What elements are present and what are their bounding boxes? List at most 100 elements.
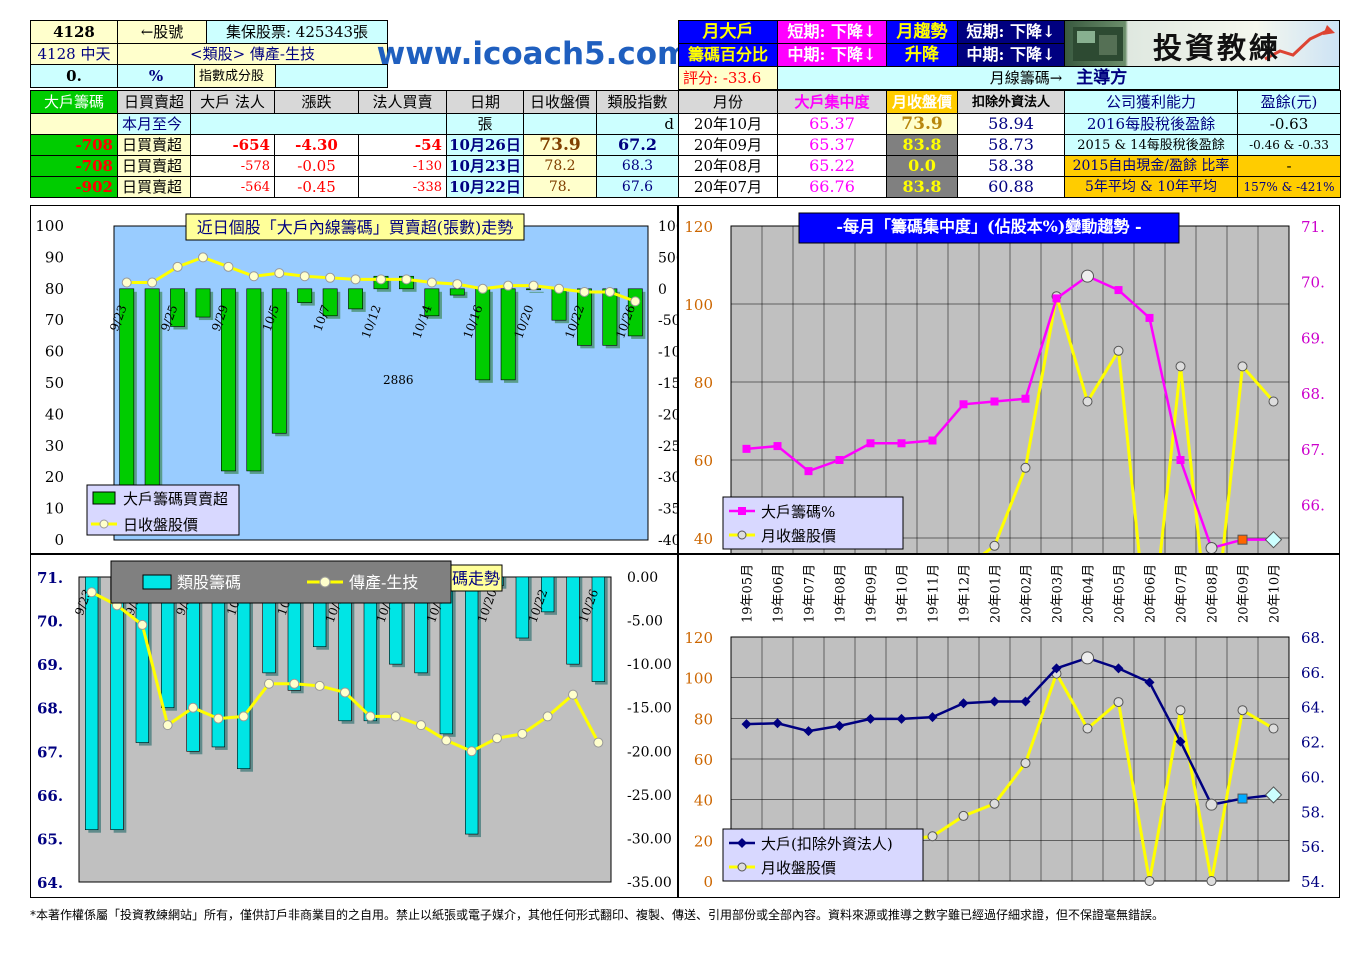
left-tick-label: 30 <box>45 437 64 455</box>
right-tick-label: -2500 <box>658 439 678 455</box>
row-big-holder: -902 <box>30 176 118 198</box>
table-header-4: 法人買賣 <box>358 90 447 114</box>
right-tick-label: 66. <box>1301 497 1325 515</box>
left-tick-label: 20 <box>45 468 64 486</box>
price-point <box>554 283 564 294</box>
left-tick-label: 120 <box>684 218 713 236</box>
x-tick-label: 20年06月 <box>1144 564 1159 623</box>
bar <box>348 288 363 310</box>
price-point <box>1237 361 1248 372</box>
legend-swatch-dot <box>319 576 331 588</box>
bar <box>297 288 313 303</box>
x-tick-label: 19年07月 <box>803 564 818 623</box>
left-tick-label: 70. <box>37 613 63 631</box>
bar <box>541 576 555 613</box>
x-tick-label: 19年08月 <box>834 564 849 623</box>
bar <box>246 288 262 472</box>
left-tick-label: 40 <box>694 530 713 548</box>
monthly-month: 20年09月 <box>678 134 778 156</box>
row-index: 68.3 <box>596 155 679 177</box>
unit-lots: 張 <box>446 113 524 135</box>
index-point <box>264 678 274 689</box>
bar <box>271 288 287 434</box>
price-point <box>147 277 158 288</box>
row-big-holder: -708 <box>30 134 118 156</box>
right-tick-label: -30.00 <box>627 831 672 847</box>
leading-side: 主導方 <box>1076 67 1128 88</box>
holder-point <box>773 442 782 451</box>
right-tick-label: -35.00 <box>627 875 672 891</box>
index-point <box>517 728 528 739</box>
left-tick-label: 120 <box>684 629 713 647</box>
stock-code: 4128 <box>30 20 118 44</box>
bar <box>170 288 185 327</box>
index-point <box>213 713 224 724</box>
left-tick-label: 100 <box>684 670 713 688</box>
month-big-sub: 籌碼百分比 <box>678 43 778 67</box>
legend-label: 傳產-生技 <box>349 573 418 592</box>
price-point <box>579 286 590 297</box>
price-point <box>172 261 183 272</box>
holder-point <box>928 436 937 445</box>
right-tick-label: -3500 <box>658 502 678 518</box>
price-point <box>1175 705 1186 716</box>
row-inst: -54 <box>358 134 447 156</box>
index-component: 指數成分股 <box>194 64 276 88</box>
row-inst: -130 <box>358 155 447 177</box>
right-tick-label: 60. <box>1301 768 1325 786</box>
monthly-header-2: 月收盤價 <box>886 90 958 114</box>
table-header-6: 日收盤價 <box>523 90 597 114</box>
right-tick-label: -10.00 <box>627 657 672 673</box>
x-tick-label: 20年05月 <box>1113 564 1128 623</box>
annotation-label: 2886 <box>383 373 414 387</box>
monthly-close: 73.9 <box>886 113 958 135</box>
row-change: -0.05 <box>274 155 359 177</box>
right-tick-label: 71. <box>1301 218 1325 236</box>
right-tick-label: -5.00 <box>627 614 663 630</box>
right-tick-label: -3000 <box>658 470 678 486</box>
monthly-value: - <box>1237 155 1341 177</box>
chart-title: 近日個股「大戶內線籌碼」買賣超(張數)走勢 <box>197 218 514 237</box>
table-header-5: 日期 <box>446 90 524 114</box>
chart-title: -每月「籌碼集中度」(佔股本%)變動趨勢 - <box>836 217 1141 236</box>
code-arrow: ←股號 <box>117 20 207 44</box>
left-tick-label: 60 <box>45 343 64 361</box>
holder-point <box>1114 286 1123 295</box>
x-tick-label: 20年04月 <box>1082 564 1097 623</box>
price-point <box>1268 723 1279 734</box>
row-kind: 日買賣超 <box>117 155 191 177</box>
left-tick-label: 10 <box>45 500 64 518</box>
holder-point <box>1052 294 1061 303</box>
holder-point <box>1081 651 1094 665</box>
right-tick-label: 56. <box>1301 838 1325 856</box>
bar <box>221 288 236 472</box>
right-tick-label: -20.00 <box>627 744 672 760</box>
price-point <box>223 261 234 272</box>
right-tick-label: 1000 <box>658 219 678 235</box>
monthly-ex-foreign: 58.73 <box>957 134 1065 156</box>
legend-box <box>722 496 904 550</box>
monthly-ex-foreign: 58.94 <box>957 113 1065 135</box>
x-tick-label: 20年03月 <box>1051 564 1066 623</box>
right-tick-label: 62. <box>1301 734 1325 752</box>
month-big-label: 月大戶 <box>678 20 778 44</box>
bar <box>322 288 338 317</box>
blank-cell <box>275 64 388 88</box>
chart-concentration-monthly: 40608010012064.65.66.67.68.69.70.71.-每月「… <box>684 212 1325 553</box>
left-tick-label: 40 <box>45 405 64 423</box>
site-url[interactable]: www.icoach5.com <box>376 36 690 72</box>
table-header-7: 類股指數 <box>596 90 679 114</box>
holder-point <box>1021 394 1030 403</box>
monthly-concentration: 66.76 <box>777 176 887 198</box>
monthly-concentration: 65.37 <box>777 113 887 135</box>
holder-point <box>1145 313 1154 322</box>
index-point <box>542 711 553 722</box>
holder-point <box>1237 534 1248 545</box>
price-point <box>1082 396 1093 407</box>
x-tick-label: 20年01月 <box>989 564 1004 623</box>
right-tick-label: -500 <box>658 313 678 329</box>
legend-swatch-marker <box>737 838 747 848</box>
short-term-down-2: 短期: 下降↓ <box>957 20 1065 44</box>
holder-point <box>741 719 752 730</box>
holder-point <box>1175 736 1186 747</box>
